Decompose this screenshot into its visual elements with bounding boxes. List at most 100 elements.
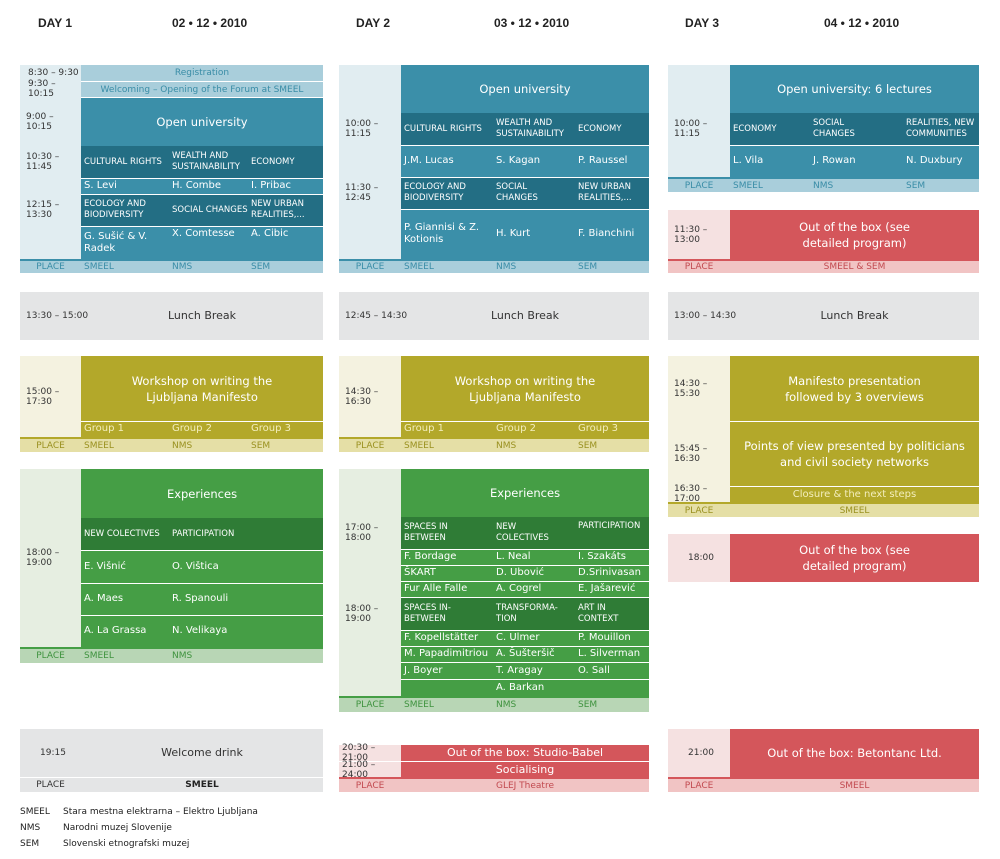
session-topic: REALITIES, NEW COMMUNITIES [906,118,975,139]
experience-topic: PARTICIPATION [578,520,641,531]
day2-label: DAY 2 [356,16,391,30]
experiences: Experiences [401,469,649,517]
place-sem: SEM [578,440,598,451]
session-topic: WEALTH AND SUSTAINABILITY [496,118,565,139]
time-slot: 16:30 – 17:00 [674,484,708,504]
place-label: PLACE [668,259,730,273]
place-label: PLACE [20,437,81,452]
experience-speakers-row [81,550,323,583]
lunch-break: Lunch Break [820,309,889,322]
day3-date: 04 • 12 • 2010 [824,16,900,30]
experience-topics-row [81,518,323,550]
legend-abbr: SMEEL [20,807,50,817]
place-smeel: SMEEL [730,502,979,517]
session-topic: SOCIAL CHANGES [496,182,538,203]
session-speakers-row [401,145,649,177]
group: Group 3 [578,423,618,434]
time-slot: 17:00 – 18:00 [345,523,379,543]
time-slot: 10:30 – 11:45 [26,152,60,172]
session-topic: ECONOMY [733,123,777,134]
group: Group 2 [172,423,212,434]
session-topic: CULTURAL RIGHTS [84,156,162,167]
place-smeel: SMEEL [84,262,114,272]
time-slot: 8:30 – 9:30 [28,68,79,78]
experience-speakers-row [81,615,323,647]
manifesto-presentation: Manifesto presentation followed by 3 ove… [730,356,979,421]
place-nms: NMS [496,700,517,710]
speaker: N. Velikaya [172,625,228,636]
session-speakers-row [81,178,323,194]
lunch-break: Lunch Break [490,309,560,322]
socialising: Socialising [401,761,649,777]
day1-morning-time-column [20,65,81,259]
session-topics-row [730,113,979,145]
place-label: PLACE [20,647,81,663]
experience-topic: NEW COLECTIVES [496,522,549,543]
experience-speakers-row [81,583,323,615]
time-slot: 19:15 [40,748,66,758]
experience-topics-row [401,597,649,630]
group: Group 1 [404,423,444,434]
experience-speakers-row [401,549,649,565]
place-sem: SEM [251,262,271,272]
open-university-6-lectures: Open university: 6 lectures [730,65,979,113]
welcoming: Welcoming – Opening of the Forum at SMEE… [81,81,323,97]
speaker: A. Maes [84,593,124,604]
speaker: A. La Grassa [84,625,147,636]
session-topic: ECONOMY [578,123,622,134]
place-label: PLACE [668,777,730,792]
speaker: R. Spanouli [172,593,229,604]
speaker: E. Jašarević [578,583,636,594]
time-slot: 10:00 – 11:15 [345,119,379,139]
time-slot: 20:30 – 21:00 [339,743,401,763]
experience-topics-row [401,517,649,549]
place-row [81,647,323,663]
place-row [401,259,649,273]
time-slot: 12:15 – 13:30 [26,200,60,220]
speaker: S. Levi [84,180,117,191]
time-slot: 18:00 – 19:00 [345,603,379,624]
legend-name: Stara mestna elektrarna – Elektro Ljublj… [63,807,258,817]
place-smeel: SMEEL [404,262,434,272]
workshop: Workshop on writing the Ljubljana Manife… [81,356,323,421]
speaker: C. Ulmer [496,632,540,643]
experience-speakers-row [401,581,649,597]
day2-experiences-time-column [339,469,401,696]
groups-row [81,421,323,437]
place-row [401,696,649,712]
speaker: ŠKART [404,567,436,578]
session-topic: SOCIAL CHANGES [813,118,855,139]
session-topic: ECONOMY [251,156,295,167]
time-slot: 15:00 – 17:30 [20,356,81,437]
legend-abbr: NMS [20,823,41,833]
speaker: P. Mouillon [578,632,631,643]
speaker: P. Giannisi & Z. Kotionis [404,222,480,245]
session-topic: NEW URBAN REALITIES,... [251,199,305,220]
day3-morning-time-column [668,65,730,178]
place-smeel: SMEEL [81,777,323,792]
place-row [730,177,979,192]
speaker: P. Raussel [578,155,628,166]
speaker: F. Bordage [404,551,457,562]
speaker: X. Comtesse [172,228,235,239]
place-sem: SEM [251,440,271,451]
place-smeel: SMEEL [84,440,114,451]
speaker: L. Silverman [578,648,641,659]
speaker: J. Boyer [404,664,443,676]
place-nms: NMS [172,440,193,451]
speaker: N. Duxbury [906,155,963,166]
group: Group 1 [84,423,124,434]
speaker: L. Vila [733,155,764,166]
session-topics-row [81,194,323,226]
speaker: O. Sall [578,664,610,676]
experience-topic: SPACES IN BETWEEN [404,522,448,543]
session-topics-row [401,113,649,145]
session-topic: SOCIAL CHANGES [172,204,248,215]
place-nms: NMS [172,651,193,661]
speaker: J.M. Lucas [404,155,454,166]
place-sem: SEM [578,262,598,272]
time-slot: 15:45 – 16:30 [674,443,708,464]
lunch-block [339,292,649,340]
speaker: G. Sušić & V. Radek [84,230,148,254]
group: Group 2 [496,423,536,434]
